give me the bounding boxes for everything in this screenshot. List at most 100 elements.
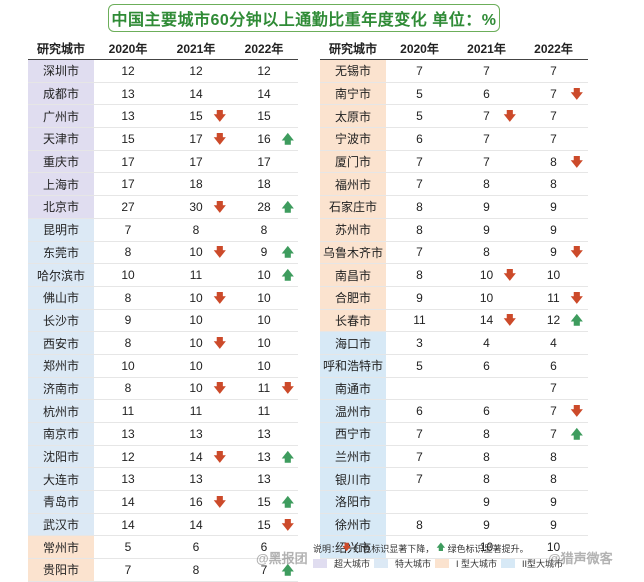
legend-mega: 特大城市 [395,559,432,569]
value-cell-2021 [453,378,520,400]
value-cell-2021: 8 [453,173,520,195]
table-row: 苏州市 8 9 9 [320,218,588,242]
watermark-left: @黑报团 [256,551,308,566]
value-text: 7 [416,154,423,169]
down-arrow-icon: 🡇 [213,199,226,214]
table-row: 南宁市 5 6 7 🡇 [320,82,588,106]
city-cell: 乌鲁木齐市 [320,241,386,264]
value-text: 10 [257,336,271,351]
table-row: 北京市 27 30 🡇 28 🡅 [28,196,298,219]
value-text: 4 [550,336,557,351]
city-cell: 深圳市 [28,60,94,82]
legend-super: 超大城市 [334,559,371,569]
value-text: 8 [550,449,557,464]
value-cell-2020: 13 [94,468,162,490]
up-arrow-icon: 🡅 [281,199,294,214]
value-text: 15 [257,494,271,509]
city-cell: 苏州市 [320,218,386,241]
value-cell-2022: 7 🡅 [230,559,298,581]
value-text: 10 [257,358,271,373]
city-cell: 洛阳市 [320,491,386,513]
up-arrow-icon: 🡅 [281,268,294,283]
value-text: 7 [483,131,490,146]
city-cell: 贵阳市 [28,559,94,581]
value-text: 7 [416,63,423,78]
down-arrow-icon: 🡇 [570,154,583,169]
value-text: 5 [416,358,423,373]
value-text: 7 [260,562,268,577]
value-cell-2022: 7 [520,378,587,400]
value-text: 8 [192,562,200,577]
value-cell-2021: 15 🡇 [162,105,230,127]
value-cell-2021: 30 🡇 [162,196,230,218]
value-text: 6 [483,358,490,373]
city-cell: 石家庄市 [320,196,386,218]
city-cell: 西宁市 [320,423,386,445]
value-cell-2020: 13 [94,83,162,105]
value-cell-2020: 8 [94,332,162,354]
value-text: 11 [189,268,203,283]
value-text: 10 [189,313,203,328]
city-cell: 温州市 [320,400,386,422]
city-cell: 银川市 [320,468,386,491]
value-cell-2021: 8 [453,242,520,264]
value-text: 8 [416,517,423,532]
table-row: 昆明市 7 8 8 [28,218,298,242]
down-arrow-icon: 🡇 [213,381,226,396]
value-text: 15 [121,131,135,146]
value-cell-2022: 6 [520,355,587,377]
value-cell-2020 [386,378,453,400]
value-cell-2021: 9 [453,196,520,218]
value-cell-2020: 5 [386,355,453,377]
value-cell-2022: 8 🡇 [520,151,587,173]
value-text: 12 [121,63,135,78]
value-text: 6 [260,540,268,555]
chart-title: 中国主要城市60分钟以上通勤比重年度变化 单位：% [108,4,500,32]
city-cell: 杭州市 [28,400,94,422]
table-row: 广州市 13 15 🡇 15 [28,105,298,129]
value-cell-2022: 10 [520,264,587,286]
value-text: 10 [479,540,494,555]
value-cell-2020: 7 [94,219,162,241]
value-text: 17 [189,131,203,146]
value-cell-2020: 9 [94,310,162,332]
value-cell-2021: 7 [453,60,520,82]
value-text: 8 [260,222,268,237]
value-cell-2022: 15 [230,105,298,127]
down-arrow-icon: 🡇 [503,313,516,328]
city-cell: 郑州市 [28,354,94,377]
value-cell-2022: 8 [230,219,298,241]
value-text: 8 [192,222,200,237]
type1-swatch [435,559,450,568]
value-cell-2021: 10 🡇 [162,287,230,309]
value-cell-2021: 4 [453,332,520,354]
header-city: 研究城市 [328,42,377,56]
legend-categories: 超大城市 特大城市 I 型大城市 II型大城市 [313,557,563,570]
legend-type1: I 型大城市 [456,559,498,569]
table-row: 南通市 7 [320,377,588,401]
value-cell-2021: 8 [453,468,520,490]
value-text: 6 [483,86,490,101]
down-arrow-icon: 🡇 [503,268,516,283]
table-row: 温州市 6 6 7 🡇 [320,400,588,423]
value-cell-2022: 6 [230,536,298,558]
value-text: 8 [416,268,423,283]
city-cell: 兰州市 [320,445,386,468]
city-cell: 哈尔滨市 [28,264,94,286]
down-arrow-icon: 🡇 [213,109,226,124]
value-text: 9 [550,494,557,509]
value-text: 13 [121,472,135,487]
value-cell-2021: 18 [162,173,230,195]
value-text: 8 [550,472,557,487]
value-cell-2020: 7 [386,423,453,445]
value-cell-2021: 10 🡇 [162,378,230,400]
down-arrow-icon: 🡇 [213,494,226,509]
value-text: 8 [124,290,132,305]
down-arrow-icon: 🡇 [342,542,352,552]
value-text: 4 [483,336,490,351]
value-cell-2020: 5 [94,536,162,558]
up-arrow-icon: 🡅 [570,426,583,441]
table-row: 宁波市 6 7 7 [320,128,588,151]
value-text: 13 [189,426,203,441]
table-row: 郑州市 10 10 10 [28,354,298,378]
